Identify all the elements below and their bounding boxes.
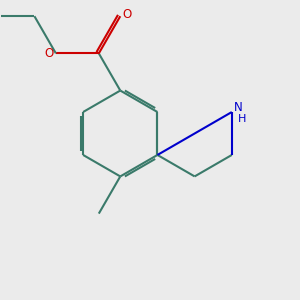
Text: O: O bbox=[44, 47, 54, 60]
Text: N: N bbox=[233, 100, 242, 114]
Text: O: O bbox=[123, 8, 132, 21]
Text: H: H bbox=[238, 114, 246, 124]
